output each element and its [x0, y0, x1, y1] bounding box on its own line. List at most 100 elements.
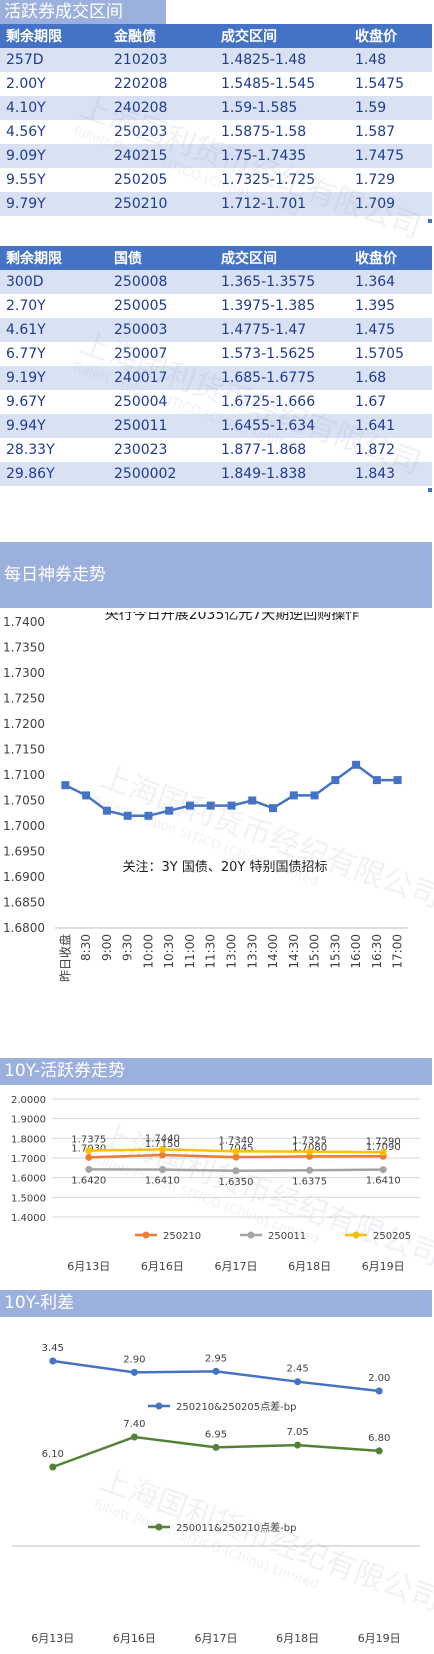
data-label: 6.95: [205, 1429, 227, 1440]
y-tick-label: 2.0000: [11, 1095, 46, 1106]
table-row: 9.67Y 250004 1.6725-1.666 1.67: [0, 390, 432, 414]
x-tick-label: 10:30: [162, 934, 176, 969]
cell-range: 1.6725-1.666: [205, 390, 335, 414]
table-row: 2.70Y 250005 1.3975-1.385 1.395: [0, 294, 432, 318]
cell-bond: 250003: [100, 318, 205, 342]
cell-close: 1.475: [335, 318, 432, 342]
data-label: 6.10: [42, 1449, 64, 1460]
y-tick-label: 1.4000: [11, 1213, 46, 1224]
x-tick-label: 昨日收盘: [57, 934, 72, 982]
data-label: 6.80: [368, 1433, 390, 1444]
table-row: 257D 210203 1.4825-1.48 1.48: [0, 48, 432, 72]
data-point: [144, 811, 153, 820]
cell-range: 1.4775-1.47: [205, 318, 335, 342]
cell-bond: 250007: [100, 342, 205, 366]
data-point: [379, 1148, 387, 1156]
cell-term: 28.33Y: [0, 438, 100, 462]
x-tick-label: 6月18日: [288, 1260, 331, 1273]
y-tick-label: 1.5000: [11, 1193, 46, 1204]
cell-term: 4.56Y: [0, 120, 100, 144]
data-point: [212, 1443, 220, 1451]
data-label: 1.7440: [145, 1133, 180, 1144]
cell-bond: 250005: [100, 294, 205, 318]
header-term: 剩余期限: [0, 24, 100, 48]
cell-bond: 250011: [100, 414, 205, 438]
data-point: [331, 776, 340, 785]
cell-close: 1.364: [335, 270, 432, 294]
spread-chart-svg: 3.45 2.90 2.95 2.45 2.00 250210&250205点差-bp 6.…: [12, 1343, 420, 1645]
table-row: 4.61Y 250003 1.4775-1.47 1.475: [0, 318, 432, 342]
data-point: [306, 1152, 314, 1160]
y-tick-label: 1.7000: [3, 819, 45, 833]
legend-label: 250205: [373, 1231, 411, 1242]
section4-banner: 10Y-活跃券走势: [0, 1058, 432, 1085]
cell-term: 4.10Y: [0, 96, 100, 120]
data-point: [269, 804, 278, 813]
cell-range: 1.849-1.838: [205, 462, 335, 486]
data-point: [248, 796, 257, 805]
x-tick-label: 6月13日: [31, 1632, 74, 1645]
cell-range: 1.712-1.701: [205, 192, 335, 216]
data-point: [306, 1148, 314, 1156]
table-row: 9.94Y 250011 1.6455-1.634 1.641: [0, 414, 432, 438]
data-point: [61, 781, 70, 790]
cell-bond: 2500002: [100, 462, 205, 486]
legend-label: 250210: [163, 1231, 201, 1242]
cell-bond: 210203: [100, 48, 205, 72]
cell-bond: 220208: [100, 72, 205, 96]
data-point: [102, 806, 111, 815]
table-corner-marker: [428, 488, 432, 492]
cell-term: 4.61Y: [0, 318, 100, 342]
cell-bond: 250210: [100, 192, 205, 216]
table-row: 29.86Y 2500002 1.849-1.838 1.843: [0, 462, 432, 486]
x-tick-label: 6月17日: [215, 1260, 258, 1273]
header-close: 收盘价: [335, 246, 432, 270]
cell-bond: 240017: [100, 366, 205, 390]
data-point: [185, 801, 194, 810]
cell-close: 1.587: [335, 120, 432, 144]
legend-label: 250011&250210点差-bp: [176, 1521, 296, 1534]
table-row: 9.55Y 250205 1.7325-1.725 1.729: [0, 168, 432, 192]
cell-term: 300D: [0, 270, 100, 294]
data-point: [310, 791, 319, 800]
legend-label: 250011: [268, 1231, 306, 1242]
section1-banner: 活跃券成交区间: [0, 0, 166, 24]
cell-close: 1.843: [335, 462, 432, 486]
spread-line-1: [52, 1435, 380, 1469]
legend-marker: [155, 1523, 163, 1531]
header-bond: 金融债: [100, 24, 205, 48]
table-row: 9.09Y 240215 1.75-1.7435 1.7475: [0, 144, 432, 168]
spread-line-0: [52, 1359, 380, 1393]
data-point: [85, 1147, 93, 1155]
cell-range: 1.5485-1.545: [205, 72, 335, 96]
x-tick-label: 6月16日: [141, 1260, 184, 1273]
x-tick-label: 14:30: [287, 934, 301, 969]
cell-term: 9.67Y: [0, 390, 100, 414]
chart-annotation: 关注：3Y 国债、20Y 特别国债招标: [123, 860, 328, 875]
x-tick-label: 6月16日: [113, 1632, 156, 1645]
section5-banner: 10Y-利差: [0, 1290, 432, 1317]
y-tick-label: 1.7350: [3, 641, 45, 655]
y-tick-label: 1.6900: [3, 870, 45, 884]
cell-term: 257D: [0, 48, 100, 72]
data-label: 1.6350: [219, 1177, 254, 1188]
header-bond: 国债: [100, 246, 205, 270]
cell-range: 1.877-1.868: [205, 438, 335, 462]
active-10y-chart: 2.0000 1.9000 1.8000 1.7000 1.6000 1.5000 1.40…: [0, 1087, 434, 1285]
cell-bond: 240208: [100, 96, 205, 120]
cell-close: 1.395: [335, 294, 432, 318]
cell-bond: 240215: [100, 144, 205, 168]
data-point: [130, 1368, 138, 1376]
data-label: 2.45: [286, 1364, 308, 1375]
spread-chart: 3.45 2.90 2.95 2.45 2.00 250210&250205点差-bp 6.…: [0, 1318, 434, 1650]
data-point: [130, 1433, 138, 1441]
x-tick-label: 16:30: [370, 934, 384, 969]
section1-title: 活跃券成交区间: [4, 2, 123, 22]
cell-close: 1.7475: [335, 144, 432, 168]
x-tick-label: 6月19日: [358, 1632, 401, 1645]
cell-range: 1.75-1.7435: [205, 144, 335, 168]
header-close: 收盘价: [335, 24, 432, 48]
active-10y-chart-svg: 2.0000 1.9000 1.8000 1.7000 1.6000 1.5000 1.40…: [11, 1095, 420, 1273]
x-tick-label: 11:30: [204, 934, 218, 969]
y-tick-label: 1.6950: [3, 845, 45, 859]
